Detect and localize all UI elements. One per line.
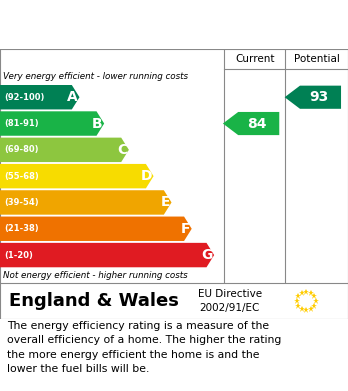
- Text: (55-68): (55-68): [4, 172, 39, 181]
- Text: F: F: [181, 222, 190, 236]
- Text: 84: 84: [247, 117, 267, 131]
- Text: G: G: [201, 248, 212, 262]
- Text: EU Directive
2002/91/EC: EU Directive 2002/91/EC: [198, 289, 262, 313]
- Text: England & Wales: England & Wales: [9, 292, 179, 310]
- Text: 93: 93: [309, 90, 329, 104]
- Text: C: C: [117, 143, 127, 157]
- Text: The energy efficiency rating is a measure of the
overall efficiency of a home. T: The energy efficiency rating is a measur…: [7, 321, 281, 374]
- Polygon shape: [0, 243, 214, 267]
- Polygon shape: [285, 86, 341, 109]
- Text: Not energy efficient - higher running costs: Not energy efficient - higher running co…: [3, 271, 188, 280]
- Polygon shape: [0, 138, 129, 162]
- Text: (1-20): (1-20): [4, 251, 33, 260]
- Text: (92-100): (92-100): [4, 93, 45, 102]
- Text: E: E: [160, 196, 170, 210]
- Text: A: A: [67, 90, 78, 104]
- Text: Very energy efficient - lower running costs: Very energy efficient - lower running co…: [3, 72, 189, 81]
- Polygon shape: [0, 190, 172, 215]
- Text: Current: Current: [235, 54, 275, 64]
- Text: (69-80): (69-80): [4, 145, 39, 154]
- Text: D: D: [140, 169, 152, 183]
- Text: B: B: [92, 117, 102, 131]
- Text: (81-91): (81-91): [4, 119, 39, 128]
- Text: (39-54): (39-54): [4, 198, 39, 207]
- Text: (21-38): (21-38): [4, 224, 39, 233]
- Polygon shape: [0, 164, 153, 188]
- Text: Energy Efficiency Rating: Energy Efficiency Rating: [9, 18, 238, 36]
- Polygon shape: [0, 85, 79, 109]
- Text: Potential: Potential: [294, 54, 340, 64]
- Polygon shape: [0, 217, 192, 241]
- Polygon shape: [0, 111, 104, 136]
- Polygon shape: [223, 112, 279, 135]
